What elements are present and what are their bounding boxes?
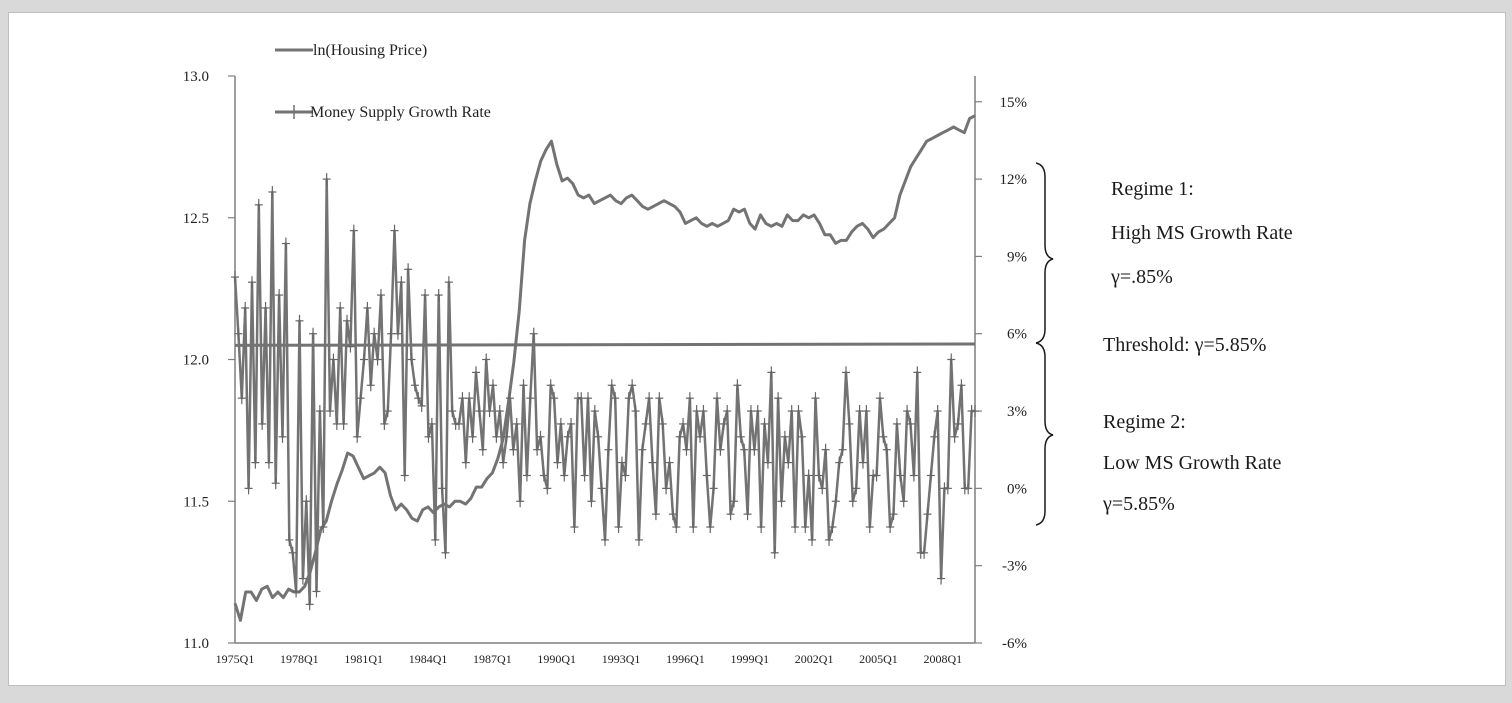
left-tick-label: 12.0 — [183, 353, 209, 369]
threshold-label: Threshold: γ=5.85% — [1103, 334, 1266, 356]
marks-group — [231, 173, 979, 611]
x-tick-label: 2002Q1 — [795, 652, 834, 666]
x-tick-label: 1990Q1 — [537, 652, 576, 666]
legend-label-housing: ln(Housing Price) — [313, 42, 427, 59]
right-tick-label: 0% — [1007, 481, 1027, 497]
right-tick-label: 15% — [1000, 95, 1028, 111]
left-tick-label: 11.5 — [183, 494, 209, 510]
axes-group: 11.0 11.5 12.0 12.5 13.0 -6% -3% 0% 3% 6% 9% 12% 15%… — [183, 69, 1027, 666]
left-tick-label: 12.5 — [183, 211, 209, 227]
x-tick-label: 2005Q1 — [859, 652, 898, 666]
x-tick-label: 1978Q1 — [280, 652, 319, 666]
legend-label-money-supply: Money Supply Growth Rate — [310, 104, 491, 121]
chart-panel: 11.0 11.5 12.0 12.5 13.0 -6% -3% 0% 3% 6% 9% 12% 15%… — [8, 12, 1506, 686]
left-tick-label: 11.0 — [183, 636, 209, 652]
x-tick-label: 1999Q1 — [730, 652, 769, 666]
x-tick-label: 1996Q1 — [666, 652, 705, 666]
x-tick-label: 1981Q1 — [344, 652, 383, 666]
chart-svg: 11.0 11.5 12.0 12.5 13.0 -6% -3% 0% 3% 6% 9% 12% 15%… — [183, 42, 1293, 666]
right-tick-label: 9% — [1007, 249, 1027, 265]
regime1-gamma: γ=.85% — [1110, 266, 1173, 288]
regime1-subtitle: High MS Growth Rate — [1111, 222, 1293, 244]
x-tick-label: 1984Q1 — [409, 652, 448, 666]
right-tick-label: 3% — [1007, 404, 1027, 420]
right-tick-label: -6% — [1002, 636, 1027, 652]
x-tick-label: 1975Q1 — [216, 652, 255, 666]
regime2-subtitle: Low MS Growth Rate — [1103, 452, 1281, 474]
regime2-title: Regime 2: — [1103, 411, 1186, 433]
x-tick-label: 2008Q1 — [923, 652, 962, 666]
regime1-brace — [1035, 162, 1054, 344]
left-tick-label: 13.0 — [183, 69, 209, 85]
x-tick-label: 1987Q1 — [473, 652, 512, 666]
threshold-line — [234, 342, 976, 347]
regime2-gamma: γ=5.85% — [1102, 493, 1175, 515]
regime2-brace — [1035, 342, 1054, 526]
legend: ln(Housing Price) Money Supply Growth Ra… — [275, 42, 491, 121]
right-tick-label: 12% — [1000, 172, 1028, 188]
series-line-housing-price — [233, 114, 976, 622]
regime1-title: Regime 1: — [1111, 178, 1194, 200]
right-tick-label: 6% — [1007, 327, 1027, 343]
x-tick-label: 1993Q1 — [602, 652, 641, 666]
right-tick-label: -3% — [1002, 559, 1027, 575]
